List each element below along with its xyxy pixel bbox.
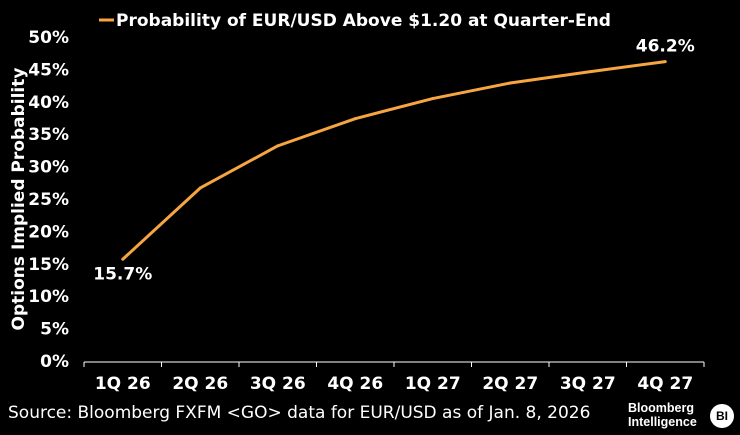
data-point <box>276 144 280 148</box>
y-tick-label: 10% <box>28 287 69 307</box>
data-point <box>353 117 357 121</box>
x-tick-label: 1Q 26 <box>95 374 151 394</box>
y-tick-label: 35% <box>28 125 69 145</box>
y-tick-label: 20% <box>28 222 69 242</box>
y-tick-label: 45% <box>28 60 69 80</box>
data-point <box>586 70 590 74</box>
x-tick-label: 2Q 27 <box>482 374 538 394</box>
y-tick-label: 25% <box>28 190 69 210</box>
x-tick-label: 2Q 26 <box>172 374 228 394</box>
brand-badge-icon: BI <box>710 404 734 428</box>
brand-line-2: Intelligence <box>628 415 697 429</box>
data-point <box>663 60 667 64</box>
y-tick-label: 30% <box>28 158 69 178</box>
x-tick-label: 4Q 27 <box>637 374 693 394</box>
brand-line-1: Bloomberg <box>628 401 694 415</box>
x-tick-label: 3Q 27 <box>560 374 616 394</box>
data-point <box>198 186 202 190</box>
data-point <box>121 257 125 261</box>
y-tick-label: 50% <box>28 28 69 48</box>
brand-logo: Bloomberg Intelligence <box>628 401 697 429</box>
x-tick-label: 3Q 26 <box>250 374 306 394</box>
series-line <box>121 60 666 261</box>
data-point <box>508 81 512 85</box>
data-label: 46.2% <box>636 37 695 57</box>
x-tick-label: 4Q 26 <box>327 374 383 394</box>
y-axis-title: Options Implied Probability <box>9 68 29 331</box>
x-tick-label: 1Q 27 <box>405 374 461 394</box>
y-tick-label: 0% <box>40 352 69 372</box>
y-tick-label: 5% <box>40 320 69 340</box>
legend-label: Probability of EUR/USD Above $1.20 at Qu… <box>116 11 611 31</box>
y-tick-label: 15% <box>28 255 69 275</box>
source-note: Source: Bloomberg FXFM <GO> data for EUR… <box>8 403 591 423</box>
data-point <box>431 97 435 101</box>
data-label: 15.7% <box>93 264 152 284</box>
y-tick-label: 40% <box>28 93 69 113</box>
